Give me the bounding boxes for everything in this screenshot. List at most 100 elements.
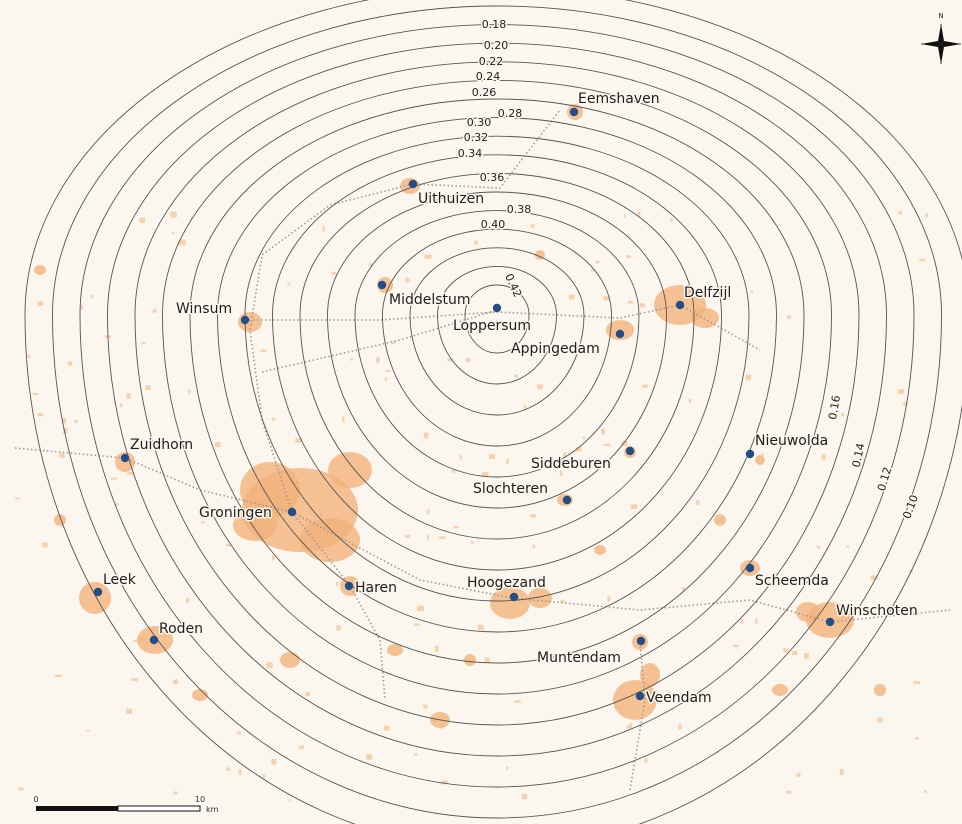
city-marker[interactable]: Veendam bbox=[635, 689, 713, 708]
village-speck bbox=[913, 681, 921, 685]
city-dot[interactable] bbox=[625, 446, 635, 456]
city-marker[interactable]: Winsum bbox=[175, 300, 250, 325]
city-dot[interactable] bbox=[120, 453, 130, 463]
city-marker[interactable]: Leek bbox=[93, 571, 138, 597]
village-speck bbox=[563, 452, 567, 458]
city-marker[interactable]: Appingedam bbox=[510, 329, 625, 359]
city-marker[interactable]: Nieuwolda bbox=[745, 432, 830, 459]
city-marker[interactable]: Loppersum bbox=[452, 303, 533, 336]
village-speck bbox=[170, 211, 177, 218]
village-speck bbox=[439, 536, 446, 539]
city-dot[interactable] bbox=[635, 691, 645, 701]
village-speck bbox=[839, 769, 844, 776]
village-speck bbox=[575, 447, 582, 452]
village-speck bbox=[603, 296, 610, 301]
village-speck bbox=[604, 443, 611, 447]
city-label: Eemshaven bbox=[578, 91, 660, 107]
city-marker[interactable]: Groningen bbox=[198, 504, 297, 523]
urban-area bbox=[79, 582, 111, 614]
city-dot[interactable] bbox=[93, 587, 103, 597]
village-speck bbox=[271, 418, 276, 421]
village-speck bbox=[925, 213, 928, 218]
village-speck bbox=[404, 277, 410, 283]
city-marker[interactable]: Zuidhorn bbox=[120, 436, 195, 463]
urban-area bbox=[240, 462, 300, 518]
city-label: Zuidhorn bbox=[130, 437, 193, 453]
city-label: Nieuwolda bbox=[755, 433, 828, 449]
village-speck bbox=[626, 255, 631, 259]
village-speck bbox=[336, 625, 341, 631]
village-speck bbox=[171, 232, 175, 235]
village-speck bbox=[240, 517, 246, 521]
city-dot[interactable] bbox=[287, 507, 297, 517]
village-speck bbox=[263, 774, 266, 778]
village-speck bbox=[173, 791, 178, 795]
city-marker[interactable]: Siddeburen bbox=[530, 446, 635, 474]
city-dot[interactable] bbox=[492, 303, 502, 313]
city-dot[interactable] bbox=[745, 449, 755, 459]
city-marker[interactable]: Winschoten bbox=[825, 602, 919, 627]
city-dot[interactable] bbox=[509, 592, 519, 602]
city-marker[interactable]: Uithuizen bbox=[408, 179, 486, 209]
village-speck bbox=[141, 342, 146, 345]
city-dot[interactable] bbox=[636, 636, 646, 646]
urban-area bbox=[192, 689, 208, 701]
village-speck bbox=[225, 543, 231, 547]
urban-area bbox=[490, 587, 530, 619]
village-speck bbox=[133, 639, 140, 642]
city-marker[interactable]: Slochteren bbox=[472, 480, 572, 505]
village-speck bbox=[897, 389, 905, 394]
city-label: Siddeburen bbox=[531, 456, 611, 472]
village-speck bbox=[260, 349, 267, 353]
village-speck bbox=[639, 303, 645, 308]
contour-label: 0.40 bbox=[481, 218, 506, 231]
village-speck bbox=[145, 385, 151, 391]
village-speck bbox=[423, 432, 429, 439]
city-dot[interactable] bbox=[615, 329, 625, 339]
village-speck bbox=[678, 724, 683, 730]
city-dot[interactable] bbox=[745, 563, 755, 573]
contour-label: 0.30 bbox=[467, 116, 492, 129]
village-speck bbox=[630, 504, 638, 510]
contour-label: 0.38 bbox=[507, 203, 532, 216]
village-speck bbox=[131, 677, 138, 682]
village-speck bbox=[681, 587, 686, 591]
city-marker[interactable]: Middelstum bbox=[377, 280, 472, 310]
railway-line bbox=[291, 511, 386, 701]
north-label: N bbox=[938, 12, 943, 20]
village-speck bbox=[796, 772, 801, 777]
city-dot[interactable] bbox=[825, 617, 835, 627]
city-marker[interactable]: Hoogezand bbox=[466, 574, 547, 602]
city-marker[interactable]: Roden bbox=[149, 620, 205, 645]
contour-label: 0.22 bbox=[479, 55, 504, 68]
contour-label: 0.28 bbox=[498, 107, 523, 120]
city-label: Hoogezand bbox=[467, 575, 546, 591]
contour-label: 0.20 bbox=[484, 39, 509, 52]
city-marker[interactable]: Muntendam bbox=[536, 636, 646, 668]
city-dot[interactable] bbox=[408, 179, 418, 189]
village-speck bbox=[532, 544, 536, 549]
compass-star-icon bbox=[921, 24, 961, 64]
village-speck bbox=[417, 605, 425, 612]
city-dot[interactable] bbox=[240, 315, 250, 325]
city-marker[interactable]: Delfzijl bbox=[675, 284, 733, 310]
village-speck bbox=[368, 263, 374, 267]
village-speck bbox=[644, 758, 648, 764]
village-speck bbox=[514, 700, 521, 703]
urban-area bbox=[387, 644, 403, 656]
city-marker[interactable]: Haren bbox=[344, 579, 399, 598]
city-dot[interactable] bbox=[344, 581, 354, 591]
city-dot[interactable] bbox=[569, 107, 579, 117]
city-dot[interactable] bbox=[149, 635, 159, 645]
city-marker[interactable]: Eemshaven bbox=[569, 90, 661, 117]
village-speck bbox=[772, 572, 778, 575]
contour-line bbox=[24, 0, 962, 824]
city-dot[interactable] bbox=[377, 280, 387, 290]
city-marker[interactable]: Scheemda bbox=[745, 563, 830, 591]
village-speck bbox=[637, 211, 641, 217]
city-dot[interactable] bbox=[675, 300, 685, 310]
village-speck bbox=[55, 674, 63, 678]
city-dot[interactable] bbox=[562, 495, 572, 505]
village-speck bbox=[27, 354, 31, 359]
